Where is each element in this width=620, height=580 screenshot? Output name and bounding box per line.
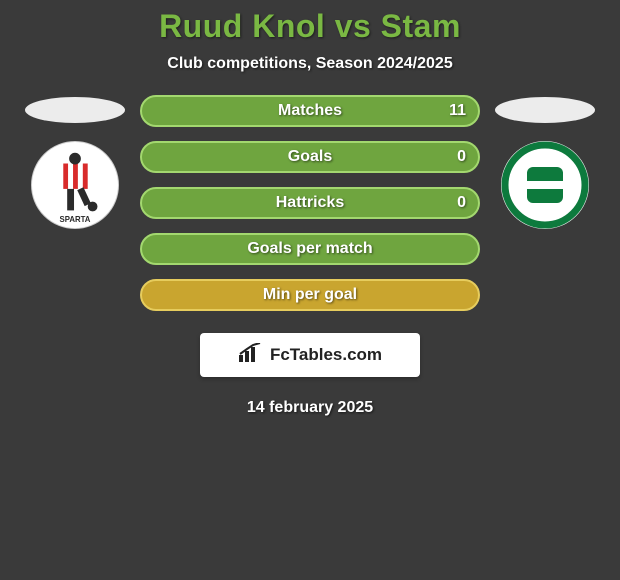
stat-pill: Matches11 xyxy=(140,95,480,127)
chart-icon xyxy=(238,343,264,368)
stat-right-value: 0 xyxy=(457,194,466,212)
stat-pill: Goals per match xyxy=(140,233,480,265)
stat-right-value: 0 xyxy=(457,148,466,166)
stat-right-value: 11 xyxy=(449,102,466,120)
right-player-avatar xyxy=(495,97,595,123)
page-title: Ruud Knol vs Stam xyxy=(159,8,461,45)
comparison-row: SPARTA Matches11Goals0Hattricks0Goals pe… xyxy=(0,91,620,311)
right-player-col xyxy=(490,91,600,229)
date-line: 14 february 2025 xyxy=(247,399,373,417)
left-player-avatar xyxy=(25,97,125,123)
right-club-badge xyxy=(501,141,589,229)
subtitle: Club competitions, Season 2024/2025 xyxy=(167,55,452,73)
stat-pill: Goals0 xyxy=(140,141,480,173)
stat-pill: Min per goal xyxy=(140,279,480,311)
brand-text: FcTables.com xyxy=(270,345,382,365)
stat-label: Goals per match xyxy=(142,240,478,258)
stats-column: Matches11Goals0Hattricks0Goals per match… xyxy=(140,91,480,311)
svg-text:SPARTA: SPARTA xyxy=(60,215,91,224)
left-player-col: SPARTA xyxy=(20,91,130,229)
stat-label: Min per goal xyxy=(142,286,478,304)
brand-box[interactable]: FcTables.com xyxy=(200,333,420,377)
stat-label: Goals xyxy=(142,148,478,166)
stat-label: Matches xyxy=(142,102,478,120)
stat-pill: Hattricks0 xyxy=(140,187,480,219)
left-club-badge: SPARTA xyxy=(31,141,119,229)
stat-label: Hattricks xyxy=(142,194,478,212)
